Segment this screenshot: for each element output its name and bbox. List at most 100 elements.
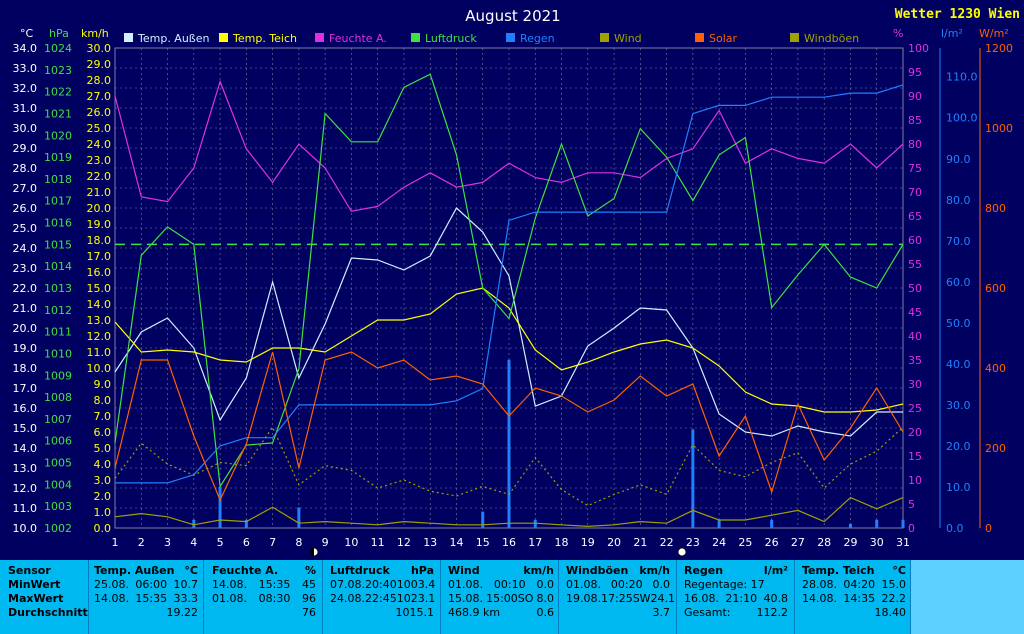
avg-value: 19.22 [166, 606, 199, 619]
legend-swatch [600, 33, 609, 42]
temp-tick: 34.0 [13, 42, 38, 55]
rain-bar [533, 519, 537, 528]
temp-tick: 25.0 [13, 222, 38, 235]
wind-tick: 15.0 [87, 282, 112, 295]
sep [558, 560, 559, 634]
x-tick-label: 1 [112, 536, 119, 549]
legend-label: Luftdruck [425, 32, 477, 45]
series-wind [114, 496, 904, 528]
min-value: 10.7 [173, 578, 198, 591]
station-name: Wetter 1230 Wien [895, 7, 1020, 22]
rain-tick: 110.0 [946, 71, 978, 84]
rain-tick: 40.0 [946, 358, 971, 371]
col-wind: Wind km/h 01.08. 00:10 0.0 15.08. 15:00SO 8.0… [448, 564, 554, 620]
min-time: 04:20 [843, 578, 876, 591]
max-time: 08:30 [258, 592, 291, 605]
x-tick-label: 13 [423, 536, 437, 549]
rain-tick: 50.0 [946, 317, 971, 330]
x-tick-label: 28 [817, 536, 831, 549]
wind-tick: 16.0 [87, 266, 112, 279]
wind-tick: 9.0 [94, 378, 112, 391]
rain-bar [297, 507, 301, 528]
sep [322, 560, 323, 634]
x-tick-label: 8 [295, 536, 302, 549]
series-solar [114, 351, 904, 502]
press-tick: 1024 [44, 42, 72, 55]
unit-press: hPa [49, 27, 69, 40]
legend-label: Feuchte A. [329, 32, 387, 45]
label-sensor: Sensor [8, 564, 51, 577]
wind-tick: 12.0 [87, 330, 112, 343]
x-tick-label: 4 [190, 536, 197, 549]
legend-swatch [411, 33, 420, 42]
rain-bar [218, 486, 222, 528]
hum-tick: 40 [908, 330, 922, 343]
press-tick: 1005 [44, 457, 72, 470]
legend-swatch [695, 33, 704, 42]
max-direction: SO [517, 592, 534, 605]
rain-bar [192, 519, 196, 528]
hum-tick: 80 [908, 138, 922, 151]
min-time: 15:35 [258, 578, 291, 591]
wind-tick: 17.0 [87, 250, 112, 263]
statistics-table: Sensor MinWert MaxWert Durchschnitt Temp… [0, 560, 1024, 634]
col-windboeen: Windböen km/h 01.08. 00:20 0.0 19.08. 17:25S… [566, 564, 675, 620]
hum-tick: 75 [908, 162, 922, 175]
wind-tick: 18.0 [87, 234, 112, 247]
x-tick-label: 2 [138, 536, 145, 549]
rain-bar [507, 359, 511, 528]
min-date: 28.08. [802, 578, 837, 591]
max-value: 1023.1 [396, 592, 436, 605]
col-title: Wind [448, 564, 480, 577]
max-date: 15.08. [448, 592, 483, 605]
moon-last-quarter-shade [310, 548, 314, 556]
min-date: 07.08. [330, 578, 365, 591]
rain-bar [481, 511, 485, 528]
temp-tick: 33.0 [13, 62, 38, 75]
rain-bars [192, 359, 905, 528]
wind-tick: 22.0 [87, 170, 112, 183]
max-time: 15:35 [135, 592, 168, 605]
solar-tick: 200 [985, 442, 1006, 455]
rain-bar [717, 519, 721, 528]
hum-tick: 65 [908, 210, 922, 223]
rain-days: Regentage: 17 [684, 578, 765, 591]
temp-tick: 11.0 [13, 502, 38, 515]
rain-bar [848, 523, 852, 528]
x-tick-label: 25 [738, 536, 752, 549]
wind-tick: 7.0 [94, 410, 112, 423]
max-time: 22:45 [365, 592, 397, 605]
press-tick: 1010 [44, 347, 72, 360]
wind-tick: 25.0 [87, 122, 112, 135]
unit-rain: l/m² [941, 27, 963, 40]
col-title: Regen [684, 564, 724, 577]
axes: 10.0 11.0 12.0 13.0 14.0 15.0 16.0 17.0 18.0 19.0… [13, 42, 1014, 535]
temp-tick: 28.0 [13, 162, 38, 175]
max-date: 14.08. [802, 592, 837, 605]
temp-tick: 17.0 [13, 382, 38, 395]
wind-distance: 468.9 km [448, 606, 501, 619]
hum-tick: 25 [908, 402, 922, 415]
wind-tick: 28.0 [87, 74, 112, 87]
temp-tick: 20.0 [13, 322, 38, 335]
sep [88, 560, 89, 634]
avg-value: 3.7 [652, 606, 671, 619]
col-feuchte: Feuchte A.% 14.08. 15:35 45 01.08. 08:30 96 … [212, 564, 316, 620]
hum-tick: 0 [908, 522, 915, 535]
temp-tick: 13.0 [13, 462, 38, 475]
min-time: 06:00 [135, 578, 168, 591]
col-title: Windböen [566, 564, 629, 577]
x-tick-label: 18 [555, 536, 569, 549]
col-unit: °C [184, 564, 198, 577]
legend-label: Temp. Teich [232, 32, 297, 45]
col-unit: % [304, 564, 316, 577]
unit-wind: km/h [81, 27, 109, 40]
temp-tick: 14.0 [13, 442, 38, 455]
x-tick-label: 10 [344, 536, 358, 549]
wind-tick: 30.0 [87, 42, 112, 55]
legend: Temp. Außen Temp. Teich Feuchte A. Luftdruc… [124, 32, 859, 45]
press-tick: 1012 [44, 304, 72, 317]
legend-label: Regen [520, 32, 555, 45]
x-tick-label: 6 [243, 536, 250, 549]
col-regen: Regen l/m² Regentage: 17 16.08. 21:10 40.8 … [684, 564, 788, 620]
